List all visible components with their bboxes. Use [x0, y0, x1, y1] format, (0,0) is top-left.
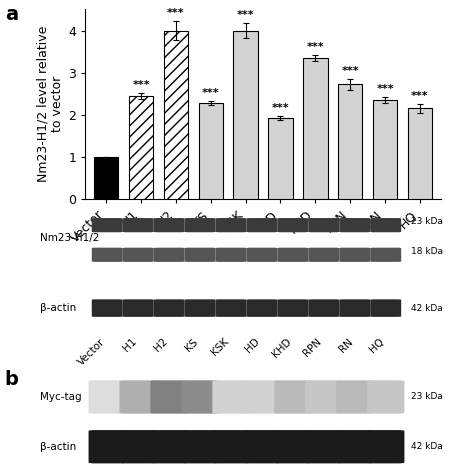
- Text: RPN: RPN: [302, 337, 324, 358]
- FancyBboxPatch shape: [89, 380, 126, 414]
- FancyBboxPatch shape: [274, 430, 311, 464]
- FancyBboxPatch shape: [184, 247, 216, 262]
- FancyBboxPatch shape: [339, 218, 370, 232]
- FancyBboxPatch shape: [182, 430, 219, 464]
- Text: ***: ***: [341, 66, 359, 76]
- Text: Vector: Vector: [77, 337, 107, 367]
- Text: 23 kDa: 23 kDa: [411, 217, 443, 226]
- Text: ***: ***: [272, 103, 289, 113]
- Text: 42 kDa: 42 kDa: [411, 304, 443, 312]
- Text: KSK: KSK: [210, 337, 231, 358]
- Text: ***: ***: [202, 88, 219, 98]
- Text: H1: H1: [121, 337, 138, 354]
- FancyBboxPatch shape: [367, 430, 404, 464]
- FancyBboxPatch shape: [367, 380, 404, 414]
- FancyBboxPatch shape: [243, 430, 281, 464]
- FancyBboxPatch shape: [243, 380, 281, 414]
- Bar: [338, 84, 363, 199]
- FancyBboxPatch shape: [370, 300, 401, 317]
- FancyBboxPatch shape: [336, 380, 374, 414]
- FancyBboxPatch shape: [274, 380, 311, 414]
- FancyBboxPatch shape: [216, 218, 246, 232]
- Text: β-actin: β-actin: [40, 442, 76, 452]
- Text: ***: ***: [376, 84, 394, 94]
- FancyBboxPatch shape: [246, 218, 277, 232]
- Bar: [233, 30, 258, 199]
- FancyBboxPatch shape: [246, 247, 277, 262]
- FancyBboxPatch shape: [123, 247, 154, 262]
- FancyBboxPatch shape: [370, 247, 401, 262]
- FancyBboxPatch shape: [339, 300, 370, 317]
- Text: H2: H2: [152, 337, 169, 354]
- FancyBboxPatch shape: [309, 300, 339, 317]
- FancyBboxPatch shape: [119, 380, 157, 414]
- FancyBboxPatch shape: [119, 430, 157, 464]
- FancyBboxPatch shape: [246, 300, 277, 317]
- FancyBboxPatch shape: [309, 247, 339, 262]
- Text: ***: ***: [307, 42, 324, 52]
- FancyBboxPatch shape: [154, 218, 184, 232]
- FancyBboxPatch shape: [305, 430, 343, 464]
- Text: 18 kDa: 18 kDa: [411, 247, 443, 255]
- FancyBboxPatch shape: [182, 380, 219, 414]
- Bar: [94, 157, 118, 199]
- FancyBboxPatch shape: [339, 247, 370, 262]
- Text: HD: HD: [244, 337, 262, 355]
- Text: ***: ***: [411, 91, 428, 101]
- FancyBboxPatch shape: [309, 218, 339, 232]
- Bar: [408, 109, 432, 199]
- Bar: [129, 96, 153, 199]
- FancyBboxPatch shape: [370, 218, 401, 232]
- Y-axis label: Nm23-H1/2 level relative
to vector: Nm23-H1/2 level relative to vector: [36, 26, 64, 182]
- Text: Nm23-H1/2: Nm23-H1/2: [40, 233, 100, 243]
- FancyBboxPatch shape: [154, 300, 184, 317]
- Text: β-actin: β-actin: [40, 303, 76, 313]
- Text: 42 kDa: 42 kDa: [411, 442, 443, 451]
- Bar: [268, 118, 293, 199]
- FancyBboxPatch shape: [184, 218, 216, 232]
- FancyBboxPatch shape: [277, 300, 309, 317]
- FancyBboxPatch shape: [336, 430, 374, 464]
- FancyBboxPatch shape: [123, 218, 154, 232]
- FancyBboxPatch shape: [212, 380, 250, 414]
- FancyBboxPatch shape: [150, 430, 188, 464]
- FancyBboxPatch shape: [277, 218, 309, 232]
- FancyBboxPatch shape: [92, 247, 123, 262]
- Bar: [373, 100, 397, 199]
- Text: ***: ***: [167, 8, 185, 18]
- FancyBboxPatch shape: [277, 247, 309, 262]
- FancyBboxPatch shape: [89, 430, 126, 464]
- FancyBboxPatch shape: [216, 247, 246, 262]
- FancyBboxPatch shape: [212, 430, 250, 464]
- Text: 23 kDa: 23 kDa: [411, 392, 443, 401]
- FancyBboxPatch shape: [184, 300, 216, 317]
- FancyBboxPatch shape: [150, 380, 188, 414]
- Text: HQ: HQ: [367, 337, 386, 355]
- Text: Myc-tag: Myc-tag: [40, 392, 82, 402]
- FancyBboxPatch shape: [92, 218, 123, 232]
- Text: b: b: [5, 370, 18, 389]
- Bar: [199, 103, 223, 199]
- FancyBboxPatch shape: [92, 300, 123, 317]
- FancyBboxPatch shape: [305, 380, 343, 414]
- Text: ***: ***: [132, 80, 150, 90]
- Text: RN: RN: [337, 337, 355, 354]
- FancyBboxPatch shape: [216, 300, 246, 317]
- Bar: [164, 30, 188, 199]
- Text: ***: ***: [237, 9, 255, 19]
- Bar: [303, 58, 328, 199]
- Text: KS: KS: [183, 337, 200, 353]
- Text: KHD: KHD: [270, 337, 293, 359]
- FancyBboxPatch shape: [123, 300, 154, 317]
- FancyBboxPatch shape: [154, 247, 184, 262]
- Text: a: a: [5, 5, 18, 24]
